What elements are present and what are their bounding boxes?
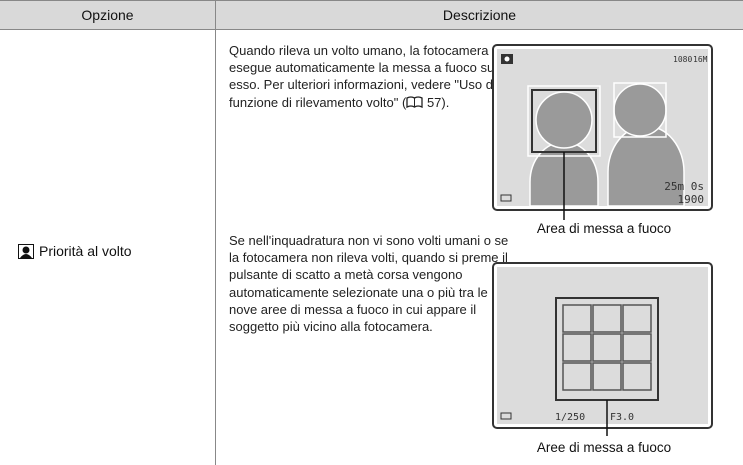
figure-caption: Aree di messa a fuoco xyxy=(536,440,672,455)
description: Se nell'inquadratura non vi sono volti u… xyxy=(229,233,509,335)
description: Quando rileva un volto umano, la fotocam… xyxy=(229,42,515,111)
option-label: Priorità al volto xyxy=(39,243,132,259)
column-divider xyxy=(215,0,216,465)
figure-caption: Area di messa a fuoco xyxy=(536,221,672,236)
screen-text: F3.0 xyxy=(610,412,634,423)
screen-illustration: 1080 16M 25m 0s 1900 xyxy=(492,44,713,220)
screen-text: 16M xyxy=(693,55,708,64)
face-priority-icon xyxy=(18,243,34,259)
screen-illustration: 1/250 F3.0 xyxy=(492,262,713,436)
header-cell: Descrizione xyxy=(442,7,517,23)
option: Priorità al volto xyxy=(18,243,132,259)
screen-text: 1/250 xyxy=(555,412,585,423)
screen-text: 1080 xyxy=(673,55,692,64)
screen-text: 25m 0s xyxy=(664,180,704,193)
header-cell: Opzione xyxy=(81,7,134,23)
description-text: Quando rileva un volto umano, la fotocam… xyxy=(229,43,514,110)
screen-text: 1900 xyxy=(678,193,705,206)
book-icon xyxy=(406,95,423,108)
description-text: ). xyxy=(441,94,450,110)
page-ref: 57 xyxy=(426,94,442,110)
header-bar xyxy=(0,0,743,30)
